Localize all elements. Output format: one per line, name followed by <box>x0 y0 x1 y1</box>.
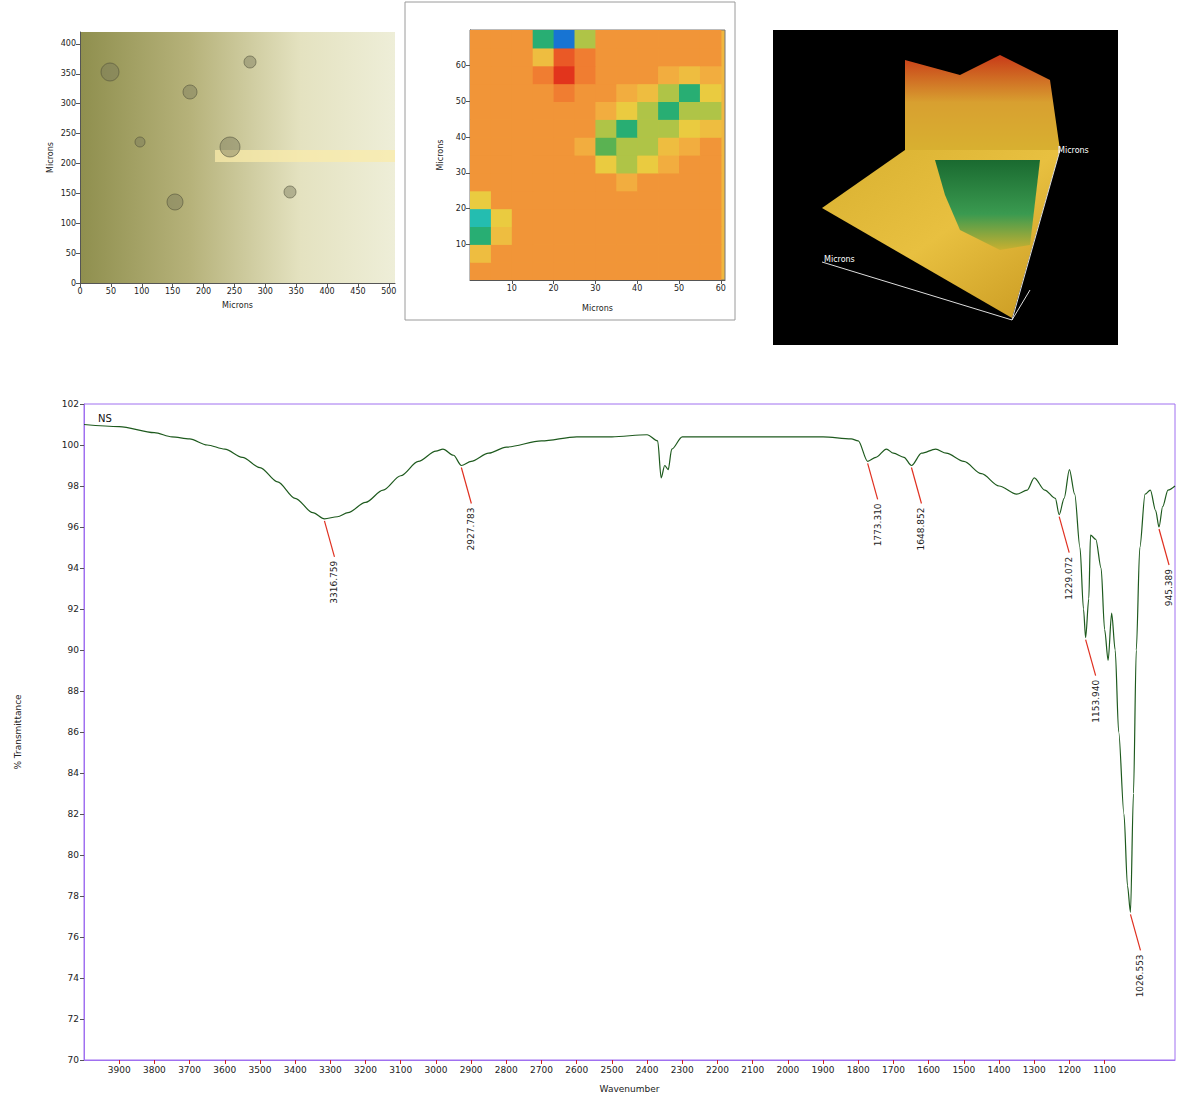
svg-text:Microns: Microns <box>582 304 613 313</box>
svg-text:Microns: Microns <box>1058 146 1089 155</box>
svg-text:200: 200 <box>196 287 211 296</box>
svg-text:72: 72 <box>68 1014 79 1024</box>
svg-text:50: 50 <box>66 249 76 258</box>
svg-text:3200: 3200 <box>354 1065 377 1075</box>
svg-text:98: 98 <box>68 481 80 491</box>
svg-text:300: 300 <box>258 287 273 296</box>
svg-text:10: 10 <box>456 240 466 249</box>
svg-text:90: 90 <box>68 645 80 655</box>
svg-text:Microns: Microns <box>824 255 855 264</box>
svg-text:76: 76 <box>68 932 80 942</box>
svg-text:78: 78 <box>68 891 80 901</box>
svg-text:2927.783: 2927.783 <box>466 508 476 551</box>
svg-text:100: 100 <box>61 219 76 228</box>
svg-text:500: 500 <box>381 287 396 296</box>
svg-text:250: 250 <box>61 129 76 138</box>
svg-text:20: 20 <box>456 204 466 213</box>
svg-text:Microns: Microns <box>222 301 253 310</box>
svg-text:102: 102 <box>62 399 79 409</box>
svg-text:Microns: Microns <box>436 140 445 171</box>
svg-text:3900: 3900 <box>108 1065 131 1075</box>
svg-text:0: 0 <box>71 279 76 288</box>
svg-text:3400: 3400 <box>284 1065 307 1075</box>
svg-text:3000: 3000 <box>424 1065 447 1075</box>
svg-text:60: 60 <box>716 284 726 293</box>
svg-text:3300: 3300 <box>319 1065 342 1075</box>
svg-text:50: 50 <box>456 97 466 106</box>
svg-text:1400: 1400 <box>988 1065 1011 1075</box>
svg-text:1773.310: 1773.310 <box>873 503 883 546</box>
svg-text:50: 50 <box>674 284 684 293</box>
svg-text:92: 92 <box>68 604 79 614</box>
svg-text:1648.852: 1648.852 <box>916 508 926 551</box>
svg-text:50: 50 <box>106 287 116 296</box>
svg-text:2900: 2900 <box>460 1065 483 1075</box>
svg-text:% Transmittance: % Transmittance <box>13 694 23 770</box>
svg-text:1100: 1100 <box>1093 1065 1116 1075</box>
svg-text:1229.072: 1229.072 <box>1064 557 1074 600</box>
svg-text:3600: 3600 <box>213 1065 236 1075</box>
svg-text:70: 70 <box>68 1055 80 1065</box>
svg-text:350: 350 <box>289 287 304 296</box>
svg-text:450: 450 <box>350 287 365 296</box>
svg-text:96: 96 <box>68 522 80 532</box>
svg-text:2800: 2800 <box>495 1065 518 1075</box>
svg-text:3500: 3500 <box>249 1065 272 1075</box>
svg-text:1153.940: 1153.940 <box>1091 679 1101 722</box>
svg-text:1300: 1300 <box>1023 1065 1046 1075</box>
svg-text:40: 40 <box>632 284 642 293</box>
svg-text:30: 30 <box>456 168 466 177</box>
svg-text:100: 100 <box>62 440 79 450</box>
svg-text:86: 86 <box>68 727 80 737</box>
svg-text:350: 350 <box>61 69 76 78</box>
svg-text:300: 300 <box>61 99 76 108</box>
svg-text:1900: 1900 <box>812 1065 835 1075</box>
svg-text:60: 60 <box>456 61 466 70</box>
svg-text:NS: NS <box>98 413 112 424</box>
svg-text:74: 74 <box>68 973 80 983</box>
svg-text:80: 80 <box>68 850 80 860</box>
svg-text:400: 400 <box>319 287 334 296</box>
svg-text:0: 0 <box>77 287 82 296</box>
svg-text:2500: 2500 <box>600 1065 623 1075</box>
svg-text:150: 150 <box>165 287 180 296</box>
svg-text:150: 150 <box>61 189 76 198</box>
svg-text:1700: 1700 <box>882 1065 905 1075</box>
svg-text:84: 84 <box>68 768 80 778</box>
svg-text:2200: 2200 <box>706 1065 729 1075</box>
svg-text:82: 82 <box>68 809 79 819</box>
svg-text:2600: 2600 <box>565 1065 588 1075</box>
svg-text:3316.759: 3316.759 <box>329 561 339 604</box>
svg-text:3800: 3800 <box>143 1065 166 1075</box>
svg-text:Wavenumber: Wavenumber <box>600 1084 660 1094</box>
svg-text:10: 10 <box>507 284 517 293</box>
svg-text:2100: 2100 <box>741 1065 764 1075</box>
svg-text:2300: 2300 <box>671 1065 694 1075</box>
svg-text:2700: 2700 <box>530 1065 553 1075</box>
svg-text:2000: 2000 <box>776 1065 799 1075</box>
svg-text:250: 250 <box>227 287 242 296</box>
svg-text:40: 40 <box>456 133 466 142</box>
svg-text:1600: 1600 <box>917 1065 940 1075</box>
svg-text:3100: 3100 <box>389 1065 412 1075</box>
svg-text:1800: 1800 <box>847 1065 870 1075</box>
svg-text:20: 20 <box>549 284 559 293</box>
svg-text:100: 100 <box>134 287 149 296</box>
svg-text:30: 30 <box>590 284 600 293</box>
svg-text:1500: 1500 <box>952 1065 975 1075</box>
svg-text:2400: 2400 <box>636 1065 659 1075</box>
svg-text:400: 400 <box>61 39 76 48</box>
svg-text:Microns: Microns <box>46 142 55 173</box>
svg-text:94: 94 <box>68 563 80 573</box>
svg-text:200: 200 <box>61 159 76 168</box>
svg-text:1026.553: 1026.553 <box>1135 954 1145 997</box>
svg-text:88: 88 <box>68 686 80 696</box>
svg-text:3700: 3700 <box>178 1065 201 1075</box>
svg-text:1200: 1200 <box>1058 1065 1081 1075</box>
svg-text:945.389: 945.389 <box>1164 569 1174 606</box>
